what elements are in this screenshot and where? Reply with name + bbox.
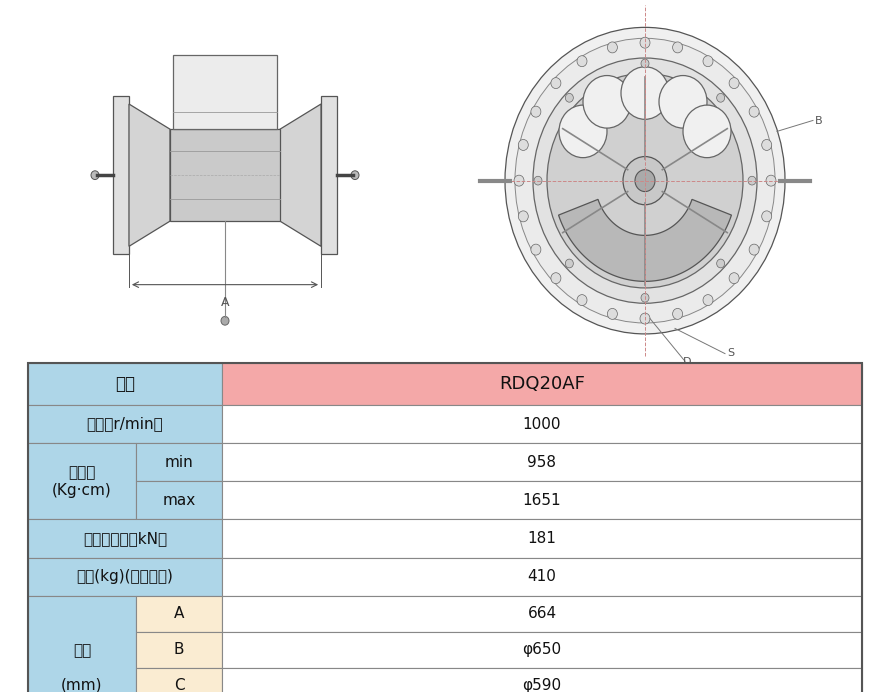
Circle shape bbox=[505, 28, 785, 334]
Circle shape bbox=[565, 93, 573, 102]
Circle shape bbox=[623, 156, 667, 205]
Bar bbox=[28, 558, 222, 596]
Text: D: D bbox=[683, 356, 692, 367]
Circle shape bbox=[749, 244, 759, 255]
Circle shape bbox=[716, 259, 724, 268]
Bar bbox=[170, 129, 280, 221]
Circle shape bbox=[683, 105, 731, 158]
Circle shape bbox=[565, 259, 573, 268]
Polygon shape bbox=[129, 104, 170, 246]
Circle shape bbox=[659, 75, 707, 128]
Circle shape bbox=[530, 244, 541, 255]
Circle shape bbox=[621, 67, 669, 119]
Text: A: A bbox=[174, 606, 184, 621]
Circle shape bbox=[221, 316, 229, 325]
Circle shape bbox=[703, 55, 713, 66]
Circle shape bbox=[551, 78, 561, 89]
Circle shape bbox=[729, 78, 739, 89]
Text: 181: 181 bbox=[528, 531, 556, 546]
Circle shape bbox=[703, 295, 713, 306]
Bar bbox=[28, 443, 136, 520]
Bar bbox=[222, 405, 862, 443]
Text: 410: 410 bbox=[528, 569, 556, 584]
Bar bbox=[222, 363, 862, 405]
Text: 958: 958 bbox=[528, 455, 556, 470]
Circle shape bbox=[748, 176, 756, 185]
Circle shape bbox=[640, 37, 650, 48]
Text: 转速（r/min）: 转速（r/min） bbox=[86, 417, 164, 432]
Text: C: C bbox=[174, 678, 184, 692]
Circle shape bbox=[749, 106, 759, 117]
Circle shape bbox=[515, 38, 775, 323]
Circle shape bbox=[577, 295, 587, 306]
Bar bbox=[222, 520, 862, 558]
Circle shape bbox=[533, 58, 757, 303]
Circle shape bbox=[716, 93, 724, 102]
Circle shape bbox=[762, 140, 772, 150]
Text: A: A bbox=[221, 295, 230, 309]
Text: 1000: 1000 bbox=[522, 417, 562, 432]
Circle shape bbox=[91, 171, 99, 179]
Circle shape bbox=[559, 105, 607, 158]
Text: φ590: φ590 bbox=[522, 678, 562, 692]
Bar bbox=[321, 96, 337, 254]
Circle shape bbox=[551, 273, 561, 284]
Text: 静力矩
(Kg·cm): 静力矩 (Kg·cm) bbox=[53, 465, 112, 498]
Text: 型号: 型号 bbox=[115, 375, 135, 393]
Text: 最大激振力（kN）: 最大激振力（kN） bbox=[83, 531, 167, 546]
Circle shape bbox=[583, 75, 631, 128]
Circle shape bbox=[673, 309, 683, 320]
Polygon shape bbox=[280, 104, 321, 246]
Bar bbox=[113, 96, 129, 254]
Circle shape bbox=[640, 313, 650, 324]
Circle shape bbox=[766, 175, 776, 186]
Bar bbox=[28, 520, 222, 558]
Bar bbox=[136, 596, 222, 632]
Circle shape bbox=[635, 170, 655, 192]
Bar bbox=[222, 632, 862, 668]
Text: 664: 664 bbox=[528, 606, 556, 621]
Circle shape bbox=[762, 211, 772, 222]
Text: 重量(kg)(不含护罩): 重量(kg)(不含护罩) bbox=[77, 569, 174, 584]
Text: φ650: φ650 bbox=[522, 642, 562, 657]
Text: 1651: 1651 bbox=[522, 493, 562, 508]
Circle shape bbox=[518, 140, 529, 150]
Circle shape bbox=[534, 176, 542, 185]
Bar bbox=[136, 482, 222, 520]
Circle shape bbox=[518, 211, 529, 222]
Text: B: B bbox=[815, 116, 822, 126]
Circle shape bbox=[530, 106, 541, 117]
Bar bbox=[28, 363, 222, 405]
Circle shape bbox=[729, 273, 739, 284]
Circle shape bbox=[607, 309, 618, 320]
Bar bbox=[173, 55, 277, 129]
Text: S: S bbox=[727, 348, 734, 358]
Polygon shape bbox=[559, 199, 732, 282]
Bar bbox=[136, 668, 222, 692]
Text: B: B bbox=[174, 642, 184, 657]
Text: 尺寸

(mm): 尺寸 (mm) bbox=[61, 643, 102, 692]
Text: max: max bbox=[162, 493, 196, 508]
Bar bbox=[28, 405, 222, 443]
Circle shape bbox=[607, 42, 618, 53]
Circle shape bbox=[673, 42, 683, 53]
Circle shape bbox=[577, 55, 587, 66]
Circle shape bbox=[641, 293, 649, 302]
Circle shape bbox=[514, 175, 524, 186]
Bar bbox=[28, 596, 136, 692]
Text: RDQ20AF: RDQ20AF bbox=[499, 375, 585, 393]
Bar bbox=[222, 558, 862, 596]
Text: min: min bbox=[165, 455, 193, 470]
Circle shape bbox=[641, 59, 649, 68]
Circle shape bbox=[351, 171, 359, 179]
Bar bbox=[136, 443, 222, 482]
Circle shape bbox=[547, 73, 743, 288]
Bar bbox=[222, 668, 862, 692]
Bar bbox=[222, 482, 862, 520]
Bar bbox=[222, 596, 862, 632]
Bar bbox=[136, 632, 222, 668]
Bar bbox=[222, 443, 862, 482]
